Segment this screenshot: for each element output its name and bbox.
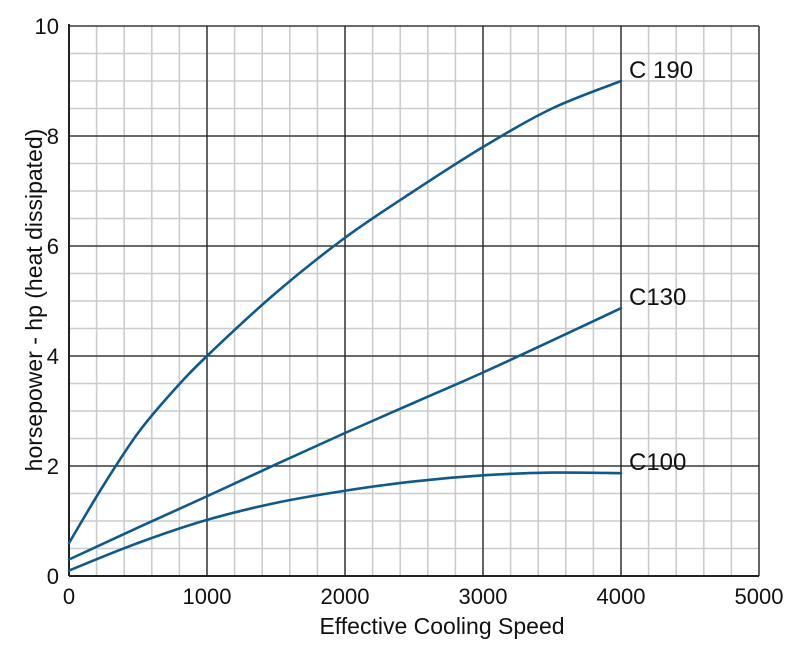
series-line-c130 bbox=[67, 306, 623, 561]
tick-labels: 0 1000 2000 3000 4000 5000 0 2 4 6 8 10 bbox=[35, 14, 784, 609]
y-tick-label: 6 bbox=[47, 234, 59, 259]
major-grid bbox=[69, 25, 760, 576]
y-tick-label: 2 bbox=[47, 454, 59, 479]
x-tick-label: 3000 bbox=[459, 584, 508, 609]
series-lines bbox=[67, 79, 623, 572]
series-line-c100 bbox=[67, 471, 623, 572]
series-labels: C 190 C130 C100 bbox=[629, 57, 693, 476]
x-tick-label: 4000 bbox=[597, 584, 646, 609]
y-axis-title: horsepower - hp (heat dissipated) bbox=[21, 129, 47, 472]
y-tick-label: 8 bbox=[47, 124, 59, 149]
x-tick-label: 5000 bbox=[735, 584, 784, 609]
x-tick-label: 0 bbox=[63, 584, 75, 609]
y-tick-label: 10 bbox=[35, 14, 59, 39]
series-line-c190 bbox=[67, 79, 623, 545]
y-tick-label: 4 bbox=[47, 344, 59, 369]
series-label-c190: C 190 bbox=[629, 57, 693, 84]
y-tick-label: 0 bbox=[47, 564, 59, 589]
series-label-c100: C100 bbox=[629, 449, 686, 476]
x-tick-label: 2000 bbox=[321, 584, 370, 609]
x-axis-title: Effective Cooling Speed bbox=[319, 613, 564, 639]
series-label-c130: C130 bbox=[629, 284, 686, 311]
axes bbox=[68, 24, 759, 577]
x-tick-label: 1000 bbox=[183, 584, 232, 609]
